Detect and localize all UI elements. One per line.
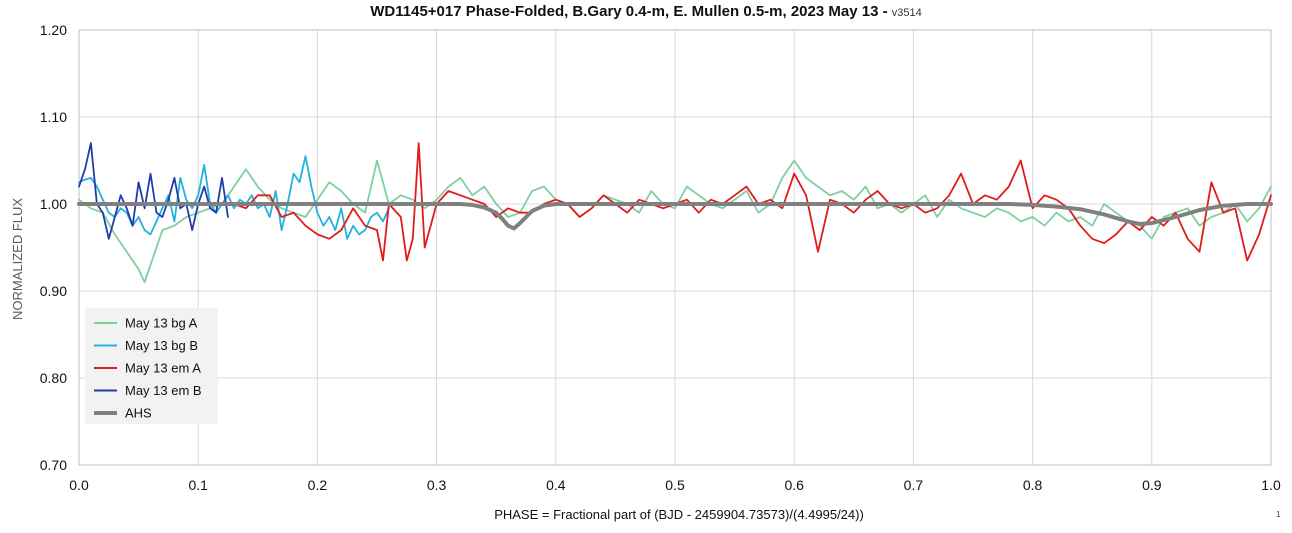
x-tick-label: 0.3: [427, 477, 447, 493]
y-tick-label: 0.80: [40, 370, 67, 386]
y-tick-label: 1.00: [40, 196, 67, 212]
x-tick-label: 0.9: [1142, 477, 1162, 493]
chart-version: v3514: [891, 7, 922, 19]
legend-label: AHS: [125, 406, 152, 421]
legend-label: May 13 bg A: [125, 316, 198, 331]
x-axis-label: PHASE = Fractional part of (BJD - 245990…: [494, 507, 864, 522]
chart-title-text: WD1145+017 Phase-Folded, B.Gary 0.4-m, E…: [370, 3, 888, 20]
x-tick-label: 0.2: [308, 477, 328, 493]
series-line: [78, 142, 229, 240]
legend-box: [85, 308, 218, 424]
y-tick-label: 0.70: [40, 457, 67, 473]
chart-title: WD1145+017 Phase-Folded, B.Gary 0.4-m, E…: [0, 3, 1292, 20]
legend-label: May 13 em A: [125, 361, 201, 376]
page-number: 1: [1276, 510, 1281, 519]
x-tick-label: 0.1: [188, 477, 208, 493]
x-tick-label: 0.0: [69, 477, 89, 493]
legend-label: May 13 bg B: [125, 338, 198, 353]
x-tick-label: 0.6: [784, 477, 804, 493]
series-line: [233, 142, 1272, 262]
y-tick-label: 1.20: [40, 22, 67, 38]
y-tick-label: 0.90: [40, 283, 67, 299]
x-tick-label: 1.0: [1261, 477, 1281, 493]
legend-label: May 13 em B: [125, 383, 202, 398]
x-tick-label: 0.8: [1023, 477, 1043, 493]
x-tick-label: 0.4: [546, 477, 566, 493]
x-tick-label: 0.7: [904, 477, 924, 493]
y-tick-label: 1.10: [40, 109, 67, 125]
series-line: [77, 202, 1273, 231]
plot-border: [78, 29, 1272, 466]
x-tick-label: 0.5: [665, 477, 685, 493]
